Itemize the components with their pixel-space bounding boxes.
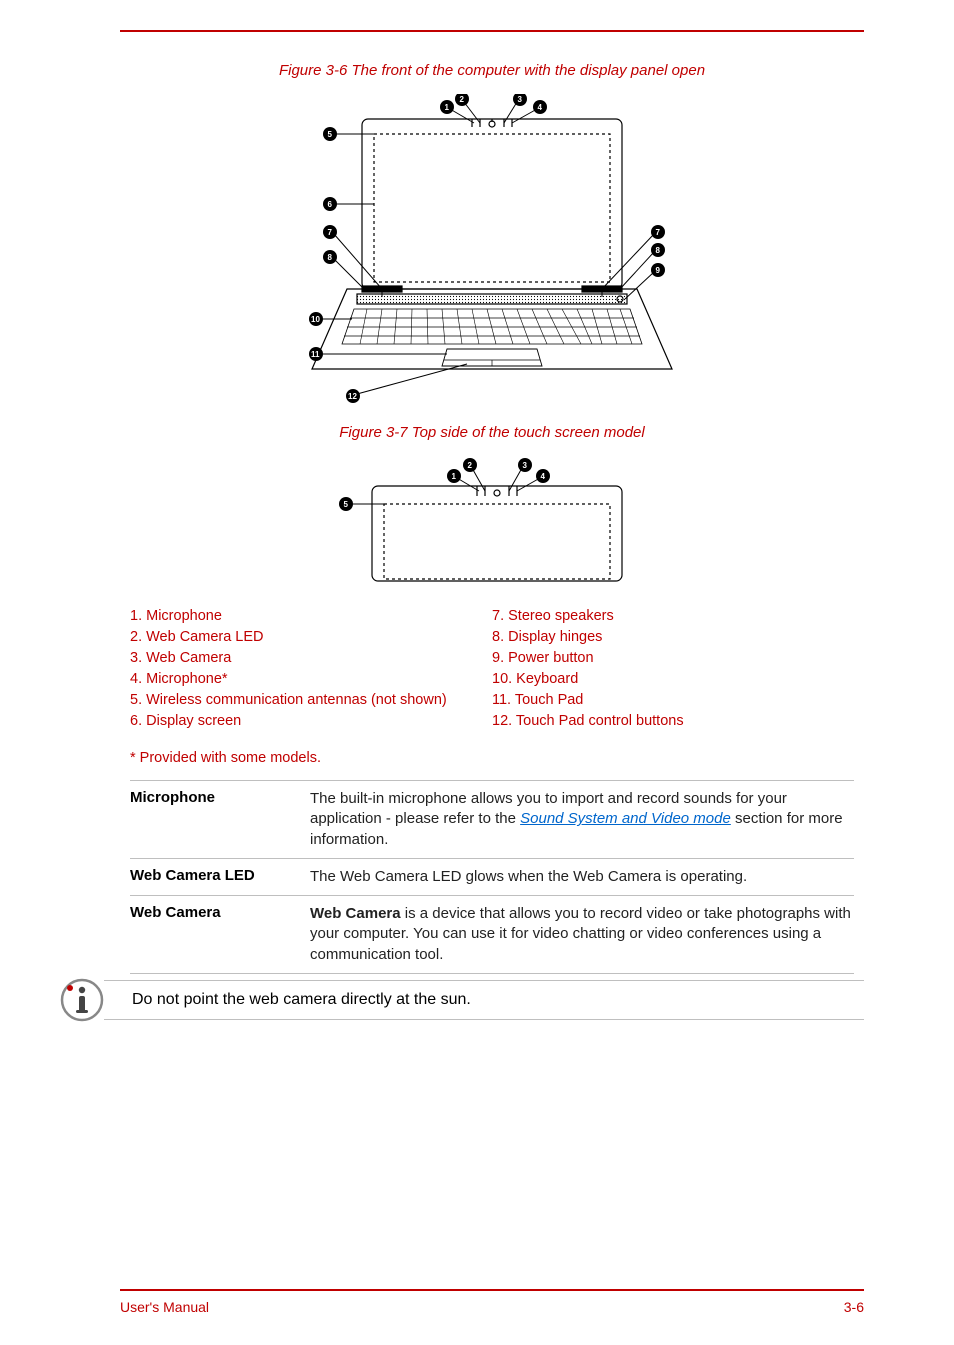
svg-text:10: 10 [311,315,320,324]
legend-item: 7. Stereo speakers [492,606,854,627]
svg-text:1: 1 [452,472,457,481]
svg-text:3: 3 [523,461,528,470]
legend-item: 4. Microphone* [130,669,492,690]
svg-text:2: 2 [460,95,465,104]
def-desc: The Web Camera LED glows when the Web Ca… [310,867,854,887]
def-bold: Web Camera [310,905,401,922]
svg-text:5: 5 [328,130,333,139]
page-footer: User's Manual 3-6 [120,1289,864,1315]
def-term: Web Camera [130,904,310,965]
footer-manual-title: User's Manual [120,1299,209,1315]
svg-text:6: 6 [328,200,333,209]
footnote: * Provided with some models. [120,750,864,766]
svg-text:9: 9 [656,266,661,275]
legend-item: 9. Power button [492,648,854,669]
def-term: Web Camera LED [130,867,310,887]
svg-text:8: 8 [656,246,661,255]
figure-3-6-caption: Figure 3-6 The front of the computer wit… [120,62,864,79]
def-term: Microphone [130,789,310,850]
def-row-microphone: Microphone The built-in microphone allow… [130,780,854,858]
figure-3-7-caption: Figure 3-7 Top side of the touch screen … [120,424,864,441]
legend-item: 11. Touch Pad [492,690,854,711]
svg-text:2: 2 [468,461,473,470]
figure-3-7-diagram: 1 2 3 4 5 [120,456,864,586]
svg-text:3: 3 [518,95,523,104]
svg-text:11: 11 [311,350,320,359]
legend-item: 12. Touch Pad control buttons [492,711,854,732]
note-text: Do not point the web camera directly at … [132,991,471,1009]
svg-text:4: 4 [538,103,543,112]
svg-text:5: 5 [344,500,349,509]
def-desc: The built-in microphone allows you to im… [310,789,854,850]
callout-legend: 1. Microphone 2. Web Camera LED 3. Web C… [120,606,864,732]
def-desc: Web Camera is a device that allows you t… [310,904,854,965]
top-rule [120,30,864,32]
legend-item: 2. Web Camera LED [130,627,492,648]
svg-text:1: 1 [445,103,450,112]
note-content: Do not point the web camera directly at … [104,980,864,1020]
legend-item: 3. Web Camera [130,648,492,669]
definitions-table: Microphone The built-in microphone allow… [120,780,864,974]
legend-left-col: 1. Microphone 2. Web Camera LED 3. Web C… [130,606,492,732]
svg-text:8: 8 [328,253,333,262]
info-icon [60,978,104,1022]
note-row: Do not point the web camera directly at … [120,978,864,1022]
legend-item: 8. Display hinges [492,627,854,648]
page-container: Figure 3-6 The front of the computer wit… [0,0,954,1345]
svg-text:7: 7 [328,228,333,237]
svg-text:12: 12 [348,392,357,401]
def-row-webcam-led: Web Camera LED The Web Camera LED glows … [130,858,854,895]
legend-item: 5. Wireless communication antennas (not … [130,690,492,711]
legend-item: 1. Microphone [130,606,492,627]
sound-system-link[interactable]: Sound System and Video mode [520,810,731,827]
legend-item: 6. Display screen [130,711,492,732]
legend-item: 10. Keyboard [492,669,854,690]
legend-right-col: 7. Stereo speakers 8. Display hinges 9. … [492,606,854,732]
svg-text:4: 4 [541,472,546,481]
svg-text:7: 7 [656,228,661,237]
footer-page-number: 3-6 [844,1299,864,1315]
def-row-webcam: Web Camera Web Camera is a device that a… [130,895,854,974]
figure-3-6-diagram: 1 2 3 4 5 6 7 [120,94,864,404]
